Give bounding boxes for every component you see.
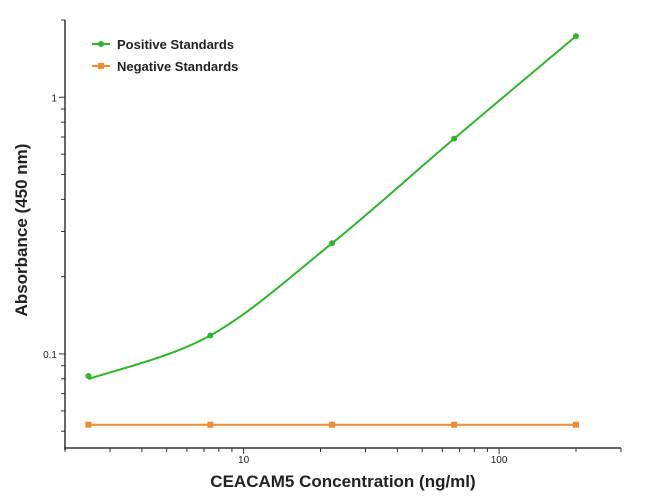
data-point	[573, 421, 580, 428]
x-tick-label: 10	[238, 455, 250, 466]
data-point	[451, 135, 458, 142]
data-point	[85, 373, 92, 380]
plot-area	[85, 33, 580, 428]
data-point	[329, 240, 336, 247]
legend-marker	[98, 41, 104, 47]
data-point	[207, 421, 214, 428]
data-point	[573, 33, 580, 40]
y-axis-label: Absorbance (450 nm)	[12, 144, 31, 317]
legend-label: Positive Standards	[117, 37, 234, 52]
data-point	[329, 421, 336, 428]
legend: Positive Standards Negative Standards	[92, 37, 238, 74]
y-tick-label: 1	[51, 93, 57, 104]
x-axis-label: CEACAM5 Concentration (ng/ml)	[210, 472, 475, 491]
axes: 10 100 0.1 1	[43, 19, 622, 466]
y-tick-label: 0.1	[43, 350, 57, 361]
data-point	[85, 421, 92, 428]
data-point	[207, 332, 214, 339]
x-tick-label: 100	[491, 455, 508, 466]
legend-marker	[98, 63, 104, 69]
series-line-positive	[88, 35, 577, 380]
legend-label: Negative Standards	[117, 59, 238, 74]
data-point	[451, 421, 458, 428]
